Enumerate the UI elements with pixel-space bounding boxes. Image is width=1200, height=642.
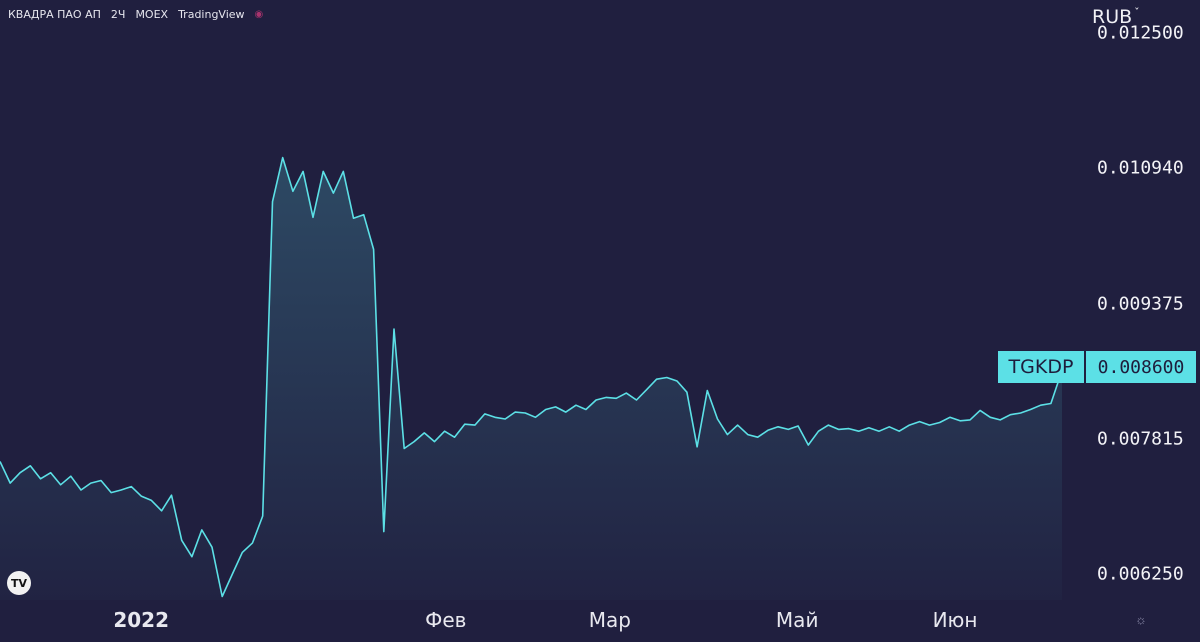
market-status-icon: ◉ bbox=[254, 8, 264, 20]
currency-label: RUB bbox=[1092, 6, 1133, 28]
price-area-fill bbox=[0, 157, 1062, 600]
y-tick-label: 0.007815 bbox=[1097, 428, 1184, 449]
symbol-name: КВАДРА ПАО АП bbox=[8, 7, 101, 21]
chevron-down-icon: ˇ bbox=[1134, 6, 1140, 19]
x-tick-label: Мар bbox=[588, 608, 631, 632]
x-tick-label: Фев bbox=[425, 608, 467, 632]
y-tick-label: 0.010940 bbox=[1097, 157, 1184, 179]
x-tick-label: Май bbox=[775, 608, 819, 632]
symbol-badge: TGKDP bbox=[998, 351, 1084, 383]
exchange-label: MOEX bbox=[135, 7, 169, 21]
y-tick-label: 0.006250 bbox=[1097, 563, 1184, 585]
price-line bbox=[0, 156, 1063, 598]
y-tick-label: 0.009375 bbox=[1097, 293, 1184, 314]
source-label: TradingView bbox=[178, 7, 245, 21]
chart-header: КВАДРА ПАО АП 2Ч MOEX TradingView ◉ bbox=[8, 7, 263, 21]
tradingview-logo-icon[interactable]: TV bbox=[7, 571, 31, 595]
last-price-badge: 0.008600 bbox=[1086, 351, 1196, 383]
currency-selector[interactable]: RUB ˇ bbox=[1092, 6, 1140, 28]
interval-label[interactable]: 2Ч bbox=[110, 7, 126, 21]
x-tick-label: 2022 bbox=[113, 608, 170, 632]
y-tick-label: 0.012500 bbox=[1097, 22, 1184, 44]
x-tick-label: Июн bbox=[932, 608, 978, 632]
gear-icon[interactable]: ☼ bbox=[1135, 612, 1147, 627]
